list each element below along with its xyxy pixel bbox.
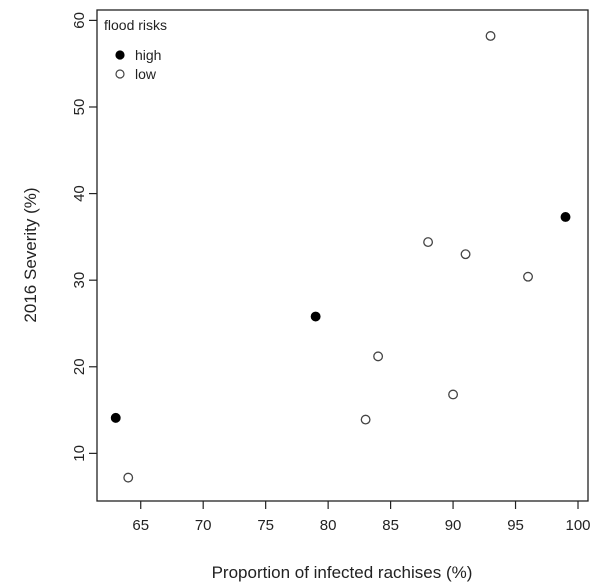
data-point-low [360, 414, 371, 425]
data-point-low [485, 31, 496, 41]
data-points [110, 31, 571, 483]
y-tick-label: 10 [71, 445, 88, 462]
legend-entry-low: low [135, 66, 157, 82]
y-axis: 10 20 30 40 50 60 [71, 12, 97, 462]
x-tick-label: 100 [565, 517, 590, 534]
x-axis: 65 70 75 80 85 90 95 100 [132, 501, 591, 534]
x-tick-label: 70 [195, 517, 212, 534]
x-tick-label: 65 [132, 517, 149, 534]
y-axis-label: 2016 Severity (%) [21, 187, 40, 322]
x-tick-label: 85 [382, 517, 399, 534]
data-point-high [110, 412, 121, 423]
x-tick-label: 75 [257, 517, 274, 534]
data-point-low [448, 389, 459, 400]
y-tick-label: 20 [71, 358, 88, 375]
data-point-low [373, 351, 384, 362]
data-point-high [560, 212, 571, 222]
x-axis-label: Proportion of infected rachises (%) [212, 563, 473, 582]
y-tick-label: 60 [71, 12, 88, 29]
legend-marker-high [115, 50, 125, 60]
legend: flood risks high low [104, 17, 167, 82]
legend-marker-low [115, 69, 125, 79]
x-tick-label: 80 [320, 517, 337, 534]
data-point-low [123, 472, 134, 483]
y-tick-label: 50 [71, 99, 88, 116]
y-tick-label: 30 [71, 272, 88, 289]
y-tick-label: 40 [71, 185, 88, 202]
legend-title: flood risks [104, 17, 167, 33]
x-tick-label: 95 [507, 517, 524, 534]
data-point-low [423, 237, 434, 248]
x-tick-label: 90 [445, 517, 462, 534]
plot-frame [96, 9, 589, 502]
legend-entry-high: high [135, 47, 161, 63]
data-point-high [310, 311, 321, 322]
data-point-low [523, 271, 533, 282]
data-point-low [460, 249, 471, 260]
